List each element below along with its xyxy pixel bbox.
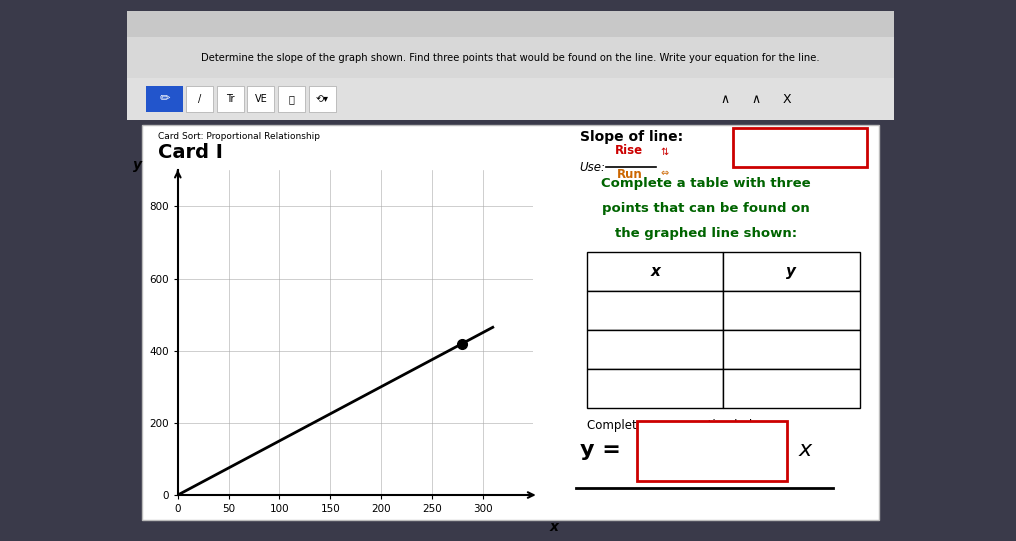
Text: x: x [650,265,660,279]
Bar [309,86,335,112]
Text: ⟲▾: ⟲▾ [316,94,329,104]
Bar [723,330,860,369]
Text: Determine the slope of the graph shown. Find three points that would be found on: Determine the slope of the graph shown. … [201,52,820,63]
Text: ∧: ∧ [720,93,729,105]
Bar [127,11,894,37]
Text: ⇔: ⇔ [660,168,669,177]
Bar [127,78,894,120]
Bar [146,86,183,112]
Text: Complete a table with three: Complete a table with three [601,177,811,190]
Text: Slope of line:: Slope of line: [579,130,683,144]
Bar [127,37,894,78]
Bar [142,125,879,520]
Bar [587,330,723,369]
Text: Card I: Card I [157,143,223,162]
Bar [637,421,786,481]
Bar [733,128,868,167]
Text: 🖊: 🖊 [289,94,295,104]
Text: Rise: Rise [616,144,643,157]
Text: y =: y = [579,440,621,460]
Text: the graphed line shown:: the graphed line shown: [615,227,798,240]
Text: Tr: Tr [227,94,235,104]
Bar [278,86,305,112]
Text: Complete your equation below:: Complete your equation below: [587,419,772,432]
Text: Run: Run [617,168,642,181]
Bar [723,291,860,330]
Bar [587,252,723,291]
Text: VE: VE [255,94,267,104]
Bar [723,252,860,291]
Text: Use:: Use: [579,161,606,174]
Bar [248,86,274,112]
Text: Card Sort: Proportional Relationship: Card Sort: Proportional Relationship [157,133,320,141]
Bar [186,86,213,112]
Text: X: X [782,93,791,105]
Text: points that can be found on: points that can be found on [602,202,810,215]
Bar [723,369,860,408]
Text: ⇅: ⇅ [660,147,669,157]
Text: /: / [198,94,201,104]
Bar [216,86,244,112]
Text: ✏: ✏ [160,93,170,105]
Bar [587,369,723,408]
Text: y: y [133,158,142,172]
Bar [587,291,723,330]
Text: x: x [799,440,812,460]
Text: ∧: ∧ [752,93,761,105]
Text: x: x [550,520,558,535]
Text: y: y [786,265,797,279]
